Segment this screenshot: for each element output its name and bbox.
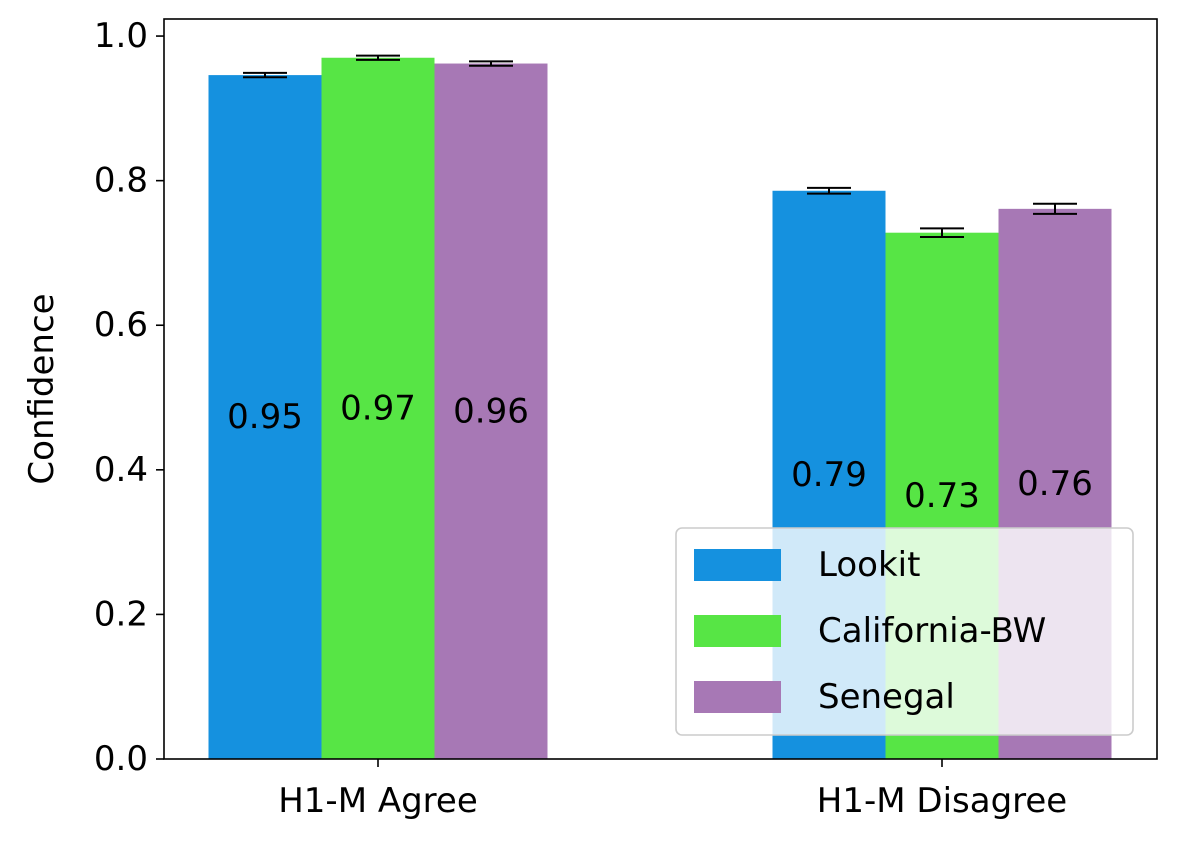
bar-0-2 [434,63,548,759]
data-label: 0.76 [1017,464,1093,504]
x-axis: H1-M Agree H1-M Disagree [278,759,1067,821]
legend-swatch [694,549,781,581]
legend-frame [675,527,1134,736]
y-tick-label: 0.0 [94,739,148,779]
y-tick-label: 0.4 [94,450,148,490]
error-bar [1033,202,1077,215]
legend-swatch [694,681,781,713]
error-bar [356,54,400,61]
data-label: 0.95 [227,397,303,437]
legend-label: Lookit [818,545,920,585]
data-label: 0.73 [904,476,980,516]
y-axis-label: Confidence [22,293,62,484]
data-labels-layer: 0.95 0.79 0.97 0.73 0.96 0.76 [227,388,1093,515]
error-bar [920,227,964,239]
data-label: 0.79 [791,455,867,495]
bar-0-0 [208,75,322,759]
legend-label: California-BW [818,611,1046,651]
error-bar [807,186,851,195]
y-axis: 0.0 0.2 0.4 0.6 0.8 1.0 [94,16,164,779]
data-label: 0.96 [453,391,529,431]
y-tick-label: 0.8 [94,161,148,201]
error-bars-layer [243,54,1077,239]
legend-label: Senegal [818,677,955,717]
error-bar [469,60,513,67]
legend-swatch [694,615,781,647]
legend: Lookit California-BW Senegal [675,527,1134,736]
x-tick-label: H1-M Agree [278,781,478,821]
y-tick-label: 0.2 [94,594,148,634]
y-tick-label: 0.6 [94,305,148,345]
bars-layer [208,57,1112,760]
y-tick-label: 1.0 [94,16,148,56]
bar-0-1 [321,57,435,759]
x-tick-label: H1-M Disagree [817,781,1067,821]
data-label: 0.97 [340,388,416,428]
axes-frame [163,18,1158,760]
error-bar [243,71,287,79]
